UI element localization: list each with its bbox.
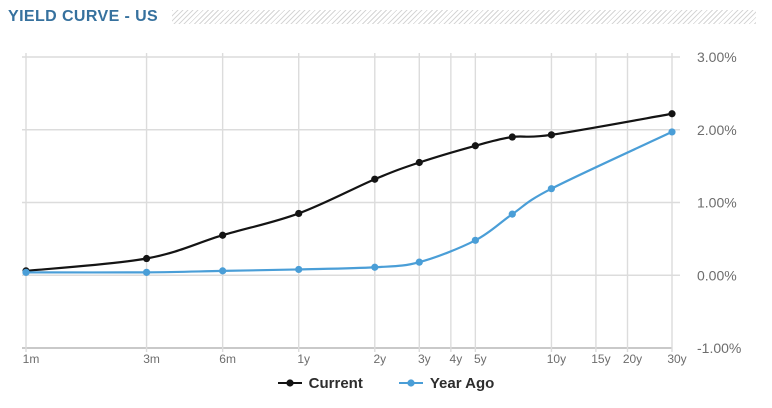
- y-tick-label: 0.00%: [697, 267, 737, 283]
- current-data-point: [295, 209, 303, 218]
- current-data-point: [471, 142, 479, 150]
- current-data-point: [508, 133, 516, 141]
- x-tick-label: 2y: [373, 352, 386, 366]
- year-ago-data-point: [295, 265, 303, 274]
- current-data-point: [547, 131, 556, 139]
- y-tick-label: 2.00%: [697, 122, 737, 138]
- y-tick-label: 1.00%: [697, 195, 737, 211]
- x-tick-label: 20y: [623, 352, 642, 366]
- x-tick-label: 4y: [450, 352, 463, 366]
- x-tick-label: 3m: [143, 352, 160, 366]
- x-tick-label: 10y: [547, 352, 566, 366]
- y-tick-label: 3.00%: [697, 49, 737, 65]
- x-tick-label: 5y: [474, 352, 487, 366]
- page-title: YIELD CURVE - US: [8, 8, 159, 25]
- legend-item-year-ago[interactable]: Year Ago: [398, 374, 495, 392]
- legend-label-year-ago: Year Ago: [429, 374, 495, 392]
- year-ago-data-point: [219, 267, 227, 275]
- x-tick-label: 1y: [297, 352, 310, 366]
- x-tick-label: 1m: [23, 352, 40, 366]
- year-ago-line: [24, 130, 674, 274]
- year-ago-data-point: [371, 263, 379, 271]
- current-data-point: [415, 158, 423, 167]
- year-ago-data-point: [508, 210, 516, 218]
- x-tick-label: 3y: [418, 352, 431, 366]
- year-ago-data-point: [547, 185, 556, 193]
- year-ago-series-marker-icon: [398, 379, 423, 387]
- current-line: [24, 112, 674, 272]
- current-data-point: [142, 254, 151, 263]
- legend-item-current[interactable]: Current: [277, 374, 363, 392]
- year-ago-data-point: [471, 236, 479, 244]
- x-tick-label: 30y: [667, 352, 686, 366]
- year-ago-data-point: [668, 128, 676, 136]
- chart-legend: Current Year Ago: [0, 372, 772, 394]
- current-series-marker-icon: [277, 379, 302, 387]
- year-ago-data-point: [415, 258, 423, 266]
- current-data-point: [219, 231, 227, 239]
- current-data-point: [371, 175, 379, 183]
- header-hatch-decoration: [172, 10, 756, 24]
- y-tick-label: -1.00%: [697, 340, 741, 356]
- current-data-point: [668, 110, 676, 118]
- year-ago-data-point: [142, 268, 151, 276]
- legend-label-current: Current: [308, 374, 363, 392]
- year-ago-data-point: [22, 268, 30, 276]
- x-tick-label: 6m: [219, 352, 236, 366]
- x-tick-label: 15y: [591, 352, 610, 366]
- panel-header: YIELD CURVE - US: [8, 6, 756, 28]
